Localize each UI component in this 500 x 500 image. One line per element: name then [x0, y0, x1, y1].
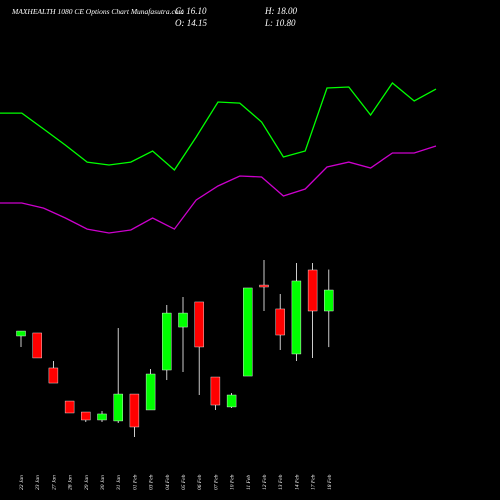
- candle-body: [259, 284, 269, 288]
- candle-body: [129, 393, 140, 428]
- low-stat: L: 10.80: [264, 18, 296, 28]
- candle-body: [97, 413, 107, 421]
- candle-body: [178, 312, 188, 328]
- candle-body: [307, 269, 318, 312]
- x-tick-label: 23 Jan: [35, 475, 41, 490]
- candle-body: [324, 289, 334, 312]
- candle-body: [291, 280, 302, 355]
- x-tick-label: 30 Jan: [100, 475, 106, 491]
- indicator-line: [0, 82, 437, 171]
- x-tick-label: 03 Feb: [149, 474, 155, 490]
- x-tick-label: 28 Jan: [68, 475, 74, 490]
- x-tick-label: 29 Jan: [84, 475, 90, 490]
- candle-body: [113, 393, 123, 422]
- chart-title: MAXHEALTH 1080 CE Options Chart Munafasu…: [11, 7, 185, 16]
- x-tick-label: 05 Feb: [181, 474, 187, 490]
- indicator-line: [0, 145, 437, 234]
- candle-body: [194, 301, 204, 348]
- candle-body: [145, 373, 156, 411]
- x-tick-label: 14 Feb: [293, 474, 300, 490]
- candle-body: [162, 312, 172, 371]
- candle-body: [81, 411, 91, 421]
- x-tick-label: 22 Jan: [19, 475, 25, 490]
- x-tick-label: 12 Feb: [262, 474, 268, 490]
- candle-body: [64, 400, 75, 414]
- x-tick-label: 17 Feb: [311, 474, 317, 490]
- candle-body: [275, 308, 285, 336]
- candle-body: [48, 367, 59, 384]
- x-tick-label: 13 Feb: [278, 474, 284, 490]
- x-tick-label: 06 Feb: [197, 474, 203, 490]
- x-tick-label: 01 Feb: [132, 474, 138, 490]
- candle-body: [16, 330, 26, 337]
- candle-body: [32, 332, 42, 359]
- candle-body: [210, 376, 221, 406]
- open-stat: O: 14.15: [175, 18, 207, 28]
- candle-body: [226, 394, 237, 408]
- x-tick-label: 07 Feb: [213, 474, 219, 490]
- x-tick-label: 18 Feb: [327, 474, 333, 490]
- x-tick-label: 10 Feb: [230, 474, 236, 490]
- x-tick-label: 04 Feb: [164, 474, 171, 490]
- high-stat: H: 18.00: [264, 6, 297, 16]
- close-stat: C: 16.10: [175, 6, 207, 16]
- candle-body: [243, 287, 253, 377]
- x-tick-label: 27 Jan: [51, 475, 57, 490]
- x-tick-label: 31 Jan: [116, 475, 122, 491]
- x-tick-label: 11 Feb: [246, 475, 252, 490]
